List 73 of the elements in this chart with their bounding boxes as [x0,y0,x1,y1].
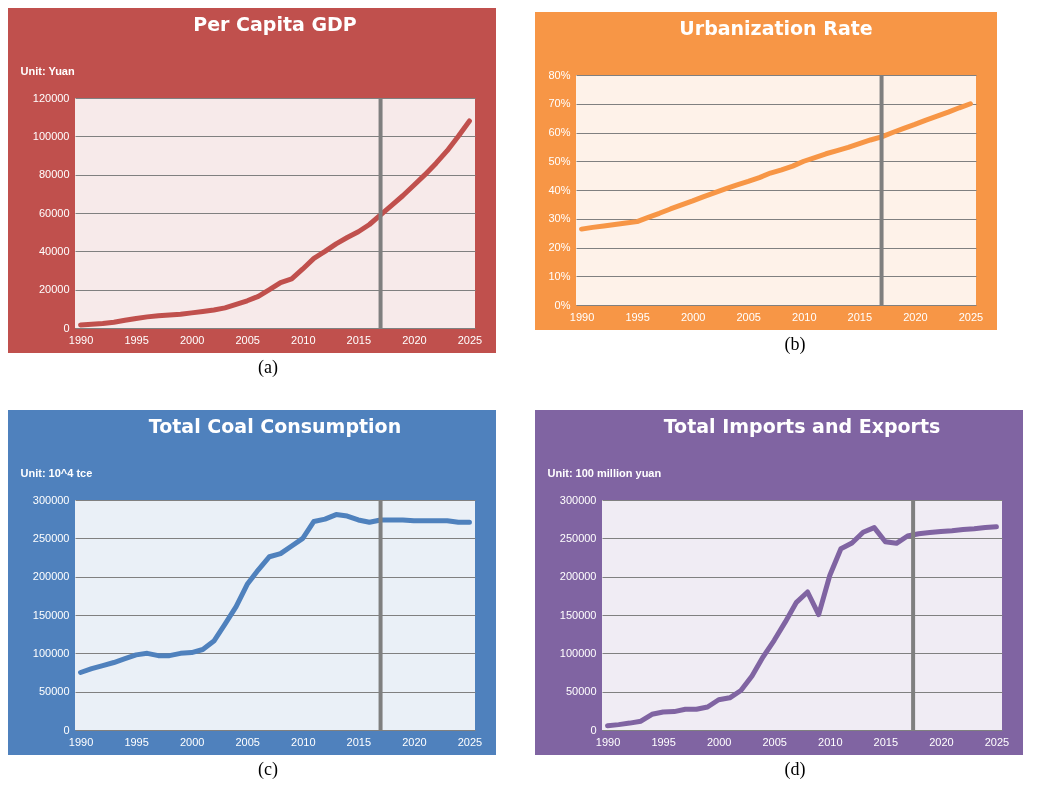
x-tick-label: 2015 [873,735,899,748]
chart-title: Total Imports and Exports [663,415,941,437]
y-axis-title: Unit: 10^4 tce [20,466,93,479]
x-tick-label: 2000 [179,333,205,346]
x-tick-label: 2020 [402,333,427,346]
y-tick-label: 250000 [559,531,597,544]
x-tick-label: 1995 [124,735,149,748]
y-tick-label: 80% [548,68,571,81]
text: (a) [257,357,279,378]
text: (c) [257,759,279,780]
x-tick-label: 2010 [291,333,316,346]
y-tick-label: 300000 [32,493,70,506]
y-tick-label: 20% [548,241,571,253]
y-axis-title: Unit: 100 million yuan [547,466,662,479]
x-tick-label: 1990 [68,333,94,346]
y-tick-label: 70% [548,97,571,110]
y-tick-label: 10% [548,269,571,282]
y-tick-label: 100000 [32,646,70,659]
x-tick-label: 2010 [792,310,817,323]
x-tick-label: 1990 [68,735,94,748]
y-tick-label: 300000 [559,493,597,506]
x-tick-label: 2005 [736,310,761,323]
chart-title: Per Capita GDP [193,13,357,35]
y-tick-label: 0 [590,723,597,736]
chart-title: Urbanization Rate [679,17,873,39]
x-tick-label: 2010 [818,735,843,748]
y-tick-label: 150000 [32,608,70,621]
x-tick-label: 2000 [680,310,706,323]
y-tick-label: 50% [548,154,571,167]
x-tick-label: 2005 [762,735,787,748]
y-tick-label: 80000 [38,168,70,181]
y-tick-label: 100000 [559,646,597,659]
x-tick-label: 1995 [625,310,650,323]
y-tick-label: 40% [548,183,571,196]
x-tick-label: 2000 [706,735,732,748]
x-tick-label: 2020 [903,310,928,323]
x-tick-label: 2025 [457,735,483,748]
y-tick-label: 0 [63,723,70,736]
y-tick-label: 60000 [38,206,70,219]
y-tick-label: 30% [548,212,571,225]
y-tick-label: 100000 [32,129,70,142]
y-tick-label: 0 [63,321,70,334]
x-tick-label: 2025 [958,310,984,323]
x-tick-label: 2025 [984,735,1010,748]
x-tick-label: 2015 [346,333,372,346]
x-tick-label: 2005 [235,735,260,748]
text: (b) [783,334,807,355]
y-tick-label: 20000 [38,283,70,296]
x-tick-label: 2000 [179,735,205,748]
y-tick-label: 50000 [38,685,70,698]
text: (d) [783,759,807,780]
x-tick-label: 1995 [124,333,149,346]
y-tick-label: 40000 [38,244,70,257]
y-axis-title: Unit: Yuan [20,64,75,77]
x-tick-label: 2010 [291,735,316,748]
x-tick-label: 1990 [595,735,621,748]
y-tick-label: 150000 [559,608,597,621]
chart-title: Total Coal Consumption [148,415,402,437]
x-tick-label: 2020 [929,735,954,748]
y-tick-label: 250000 [32,531,70,544]
y-tick-label: 50000 [565,685,597,698]
y-tick-label: 120000 [32,91,70,104]
x-tick-label: 1995 [651,735,676,748]
x-tick-label: 2020 [402,735,427,748]
x-tick-label: 2015 [346,735,372,748]
y-tick-label: 60% [548,126,571,138]
x-tick-label: 1990 [569,310,595,323]
x-tick-label: 2025 [457,333,483,346]
y-tick-label: 200000 [32,570,70,583]
x-tick-label: 2015 [847,310,873,323]
y-tick-label: 200000 [559,570,597,583]
y-tick-label: 0% [554,298,571,311]
x-tick-label: 2005 [235,333,260,346]
